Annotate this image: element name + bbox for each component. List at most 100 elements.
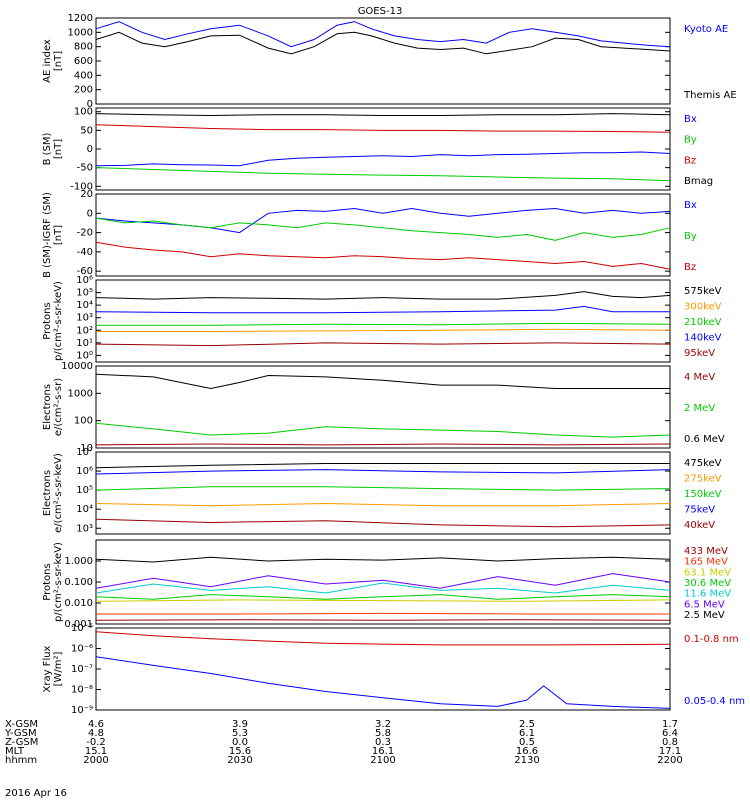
- series-line-themis-ae: [95, 31, 671, 55]
- y-axis-label: [nT]: [53, 225, 64, 245]
- series-line-75kev: [95, 469, 671, 475]
- y-tick-label: 10³: [76, 523, 93, 534]
- series-line-0-1-0-8-nm: [95, 631, 671, 646]
- footer-value: 4.6: [88, 719, 104, 730]
- footer-value: 2100: [370, 755, 395, 766]
- y-tick-label: 10⁰: [76, 350, 93, 361]
- series-line-bmag: [95, 113, 671, 117]
- legend-entry: Bx: [684, 200, 697, 211]
- footer-value: 6.1: [519, 728, 535, 739]
- y-tick-label: 600: [74, 56, 93, 67]
- footer-value: 16.6: [516, 746, 538, 757]
- legend-entry: 165 MeV: [684, 557, 728, 568]
- legend-entry: 150keV: [684, 489, 722, 500]
- y-tick-label: -100: [70, 181, 93, 192]
- legend-entry: Kyoto AE: [684, 24, 728, 35]
- y-tick-label: 1200: [68, 13, 93, 24]
- footer-date: 2016 Apr 16: [5, 788, 67, 799]
- y-tick-label: 10⁴: [76, 300, 93, 311]
- legend-entry: Bz: [684, 155, 696, 166]
- series-line-by: [95, 167, 671, 182]
- series-line-30-6-mev: [95, 594, 671, 600]
- legend-entry: 11.6 MeV: [684, 589, 731, 600]
- legend-entry: 2 MeV: [684, 403, 715, 414]
- footer-row-label: hhmm: [5, 755, 37, 766]
- y-tick-label: 1000: [68, 27, 93, 38]
- legend-entry: Bx: [684, 114, 697, 125]
- footer-value: 2130: [514, 755, 539, 766]
- series-line-433-mev: [95, 619, 671, 621]
- y-tick-label: 100: [74, 416, 93, 427]
- legend-entry: 300keV: [684, 302, 722, 313]
- series-line-575kev: [95, 291, 671, 300]
- y-tick-label: 10⁻⁸: [71, 685, 93, 696]
- series-line-300kev: [96, 328, 671, 332]
- legend-entry: 2.5 MeV: [684, 610, 725, 621]
- y-tick-label: 200: [74, 85, 93, 96]
- y-tick-label: 0.100: [64, 577, 93, 588]
- series-line-2-5-mev: [95, 556, 671, 563]
- footer-value: 3.2: [375, 719, 391, 730]
- footer-value: 5.8: [375, 728, 391, 739]
- legend-entry: Bz: [684, 262, 696, 273]
- legend-entry: 0.05-0.4 nm: [684, 696, 745, 707]
- y-axis-label: [nT]: [53, 139, 64, 159]
- y-axis-label: Protons: [42, 563, 53, 600]
- footer-row-label: Y-GSM: [4, 728, 37, 739]
- y-tick-label: 10⁶: [76, 275, 93, 286]
- footer-value: 0.0: [232, 737, 248, 748]
- series-line-150kev: [95, 486, 671, 491]
- legend-entry: 433 MeV: [684, 546, 728, 557]
- legend-entry: 40keV: [684, 520, 715, 531]
- y-tick-label: 10⁷: [76, 447, 93, 458]
- legend-entry: 63.1 MeV: [684, 567, 731, 578]
- legend-entry: 0.6 MeV: [684, 434, 725, 445]
- footer-row-label: MLT: [5, 746, 25, 757]
- legend-entry: 275keV: [684, 474, 722, 485]
- footer-value: 17.1: [659, 746, 681, 757]
- y-axis-label: p/(cm²-s-sr-keV): [53, 542, 64, 622]
- footer-value: 15.6: [229, 746, 251, 757]
- y-tick-label: 10⁵: [76, 485, 93, 496]
- series-line-63-1-mev: [95, 599, 671, 602]
- panel-8: 10⁻⁹ 10⁻⁸ 10⁻⁷ 10⁻⁶ 10⁻⁵ Xray Flux [W/m²] 0.1-0…: [42, 623, 745, 716]
- y-axis-label: B (SM): [42, 132, 53, 165]
- series-line-210kev: [96, 322, 671, 326]
- footer-row-label: Z-GSM: [5, 737, 38, 748]
- series-line-2-mev: [95, 422, 671, 438]
- y-tick-label: 10⁶: [76, 466, 93, 477]
- footer-value: 0.3: [375, 737, 391, 748]
- footer-row-label: X-GSM: [5, 719, 38, 730]
- series-line-4-mev: [95, 443, 671, 446]
- y-tick-label: 0: [87, 99, 93, 110]
- y-tick-label: 10³: [76, 313, 93, 324]
- y-tick-label: 10⁻⁶: [71, 644, 93, 655]
- series-line-40kev: [95, 518, 671, 528]
- figure-title: GOES-13: [358, 6, 403, 17]
- footer-value: 2030: [227, 755, 252, 766]
- y-tick-label: 1.000: [64, 556, 93, 567]
- y-tick-label: -60: [77, 266, 93, 277]
- legend-entry: 210keV: [684, 317, 722, 328]
- legend-entry: 575keV: [684, 286, 722, 297]
- y-tick-label: 10⁴: [76, 504, 93, 515]
- series-line-275kev: [95, 502, 671, 507]
- y-axis-label: Xray Flux: [42, 645, 53, 692]
- y-tick-label: 1000: [68, 388, 93, 399]
- panel-1: 0 200 400 600 800 1000 1200 AE index [nT] Kyoto A…: [42, 13, 737, 110]
- y-axis-label: [nT]: [53, 51, 64, 71]
- y-tick-label: 100: [74, 107, 93, 118]
- series-line-6-5-mev: [95, 573, 671, 589]
- footer-value: 5.3: [232, 728, 248, 739]
- series-line-by: [95, 217, 671, 241]
- y-tick-label: 10⁻⁷: [71, 664, 93, 675]
- y-tick-label: 800: [74, 42, 93, 53]
- y-tick-label: -20: [77, 228, 93, 239]
- panel-frame: [95, 365, 671, 449]
- panel-frame: [95, 451, 671, 535]
- footer-value: 2200: [657, 755, 682, 766]
- legend-entry: 30.6 MeV: [684, 578, 731, 589]
